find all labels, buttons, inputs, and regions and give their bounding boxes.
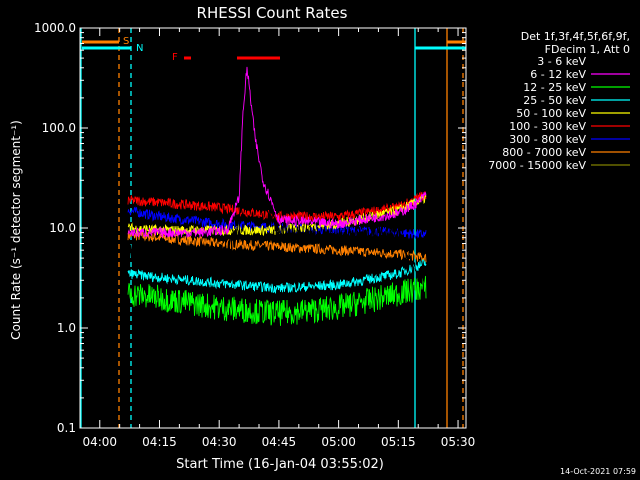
x-tick-label: 04:30: [202, 435, 237, 449]
legend-label: 50 - 100 keV: [516, 107, 586, 120]
legend-header-line: FDecim 1, Att 0: [545, 43, 630, 56]
legend-label: 25 - 50 keV: [523, 94, 586, 107]
series-line-100-300-kev: [127, 191, 427, 223]
x-tick-label: 04:45: [262, 435, 297, 449]
y-tick-label: 0.1: [57, 421, 76, 435]
y-axis-label: Count Rate (s⁻¹ detector segment⁻¹): [9, 120, 23, 340]
x-tick-label: 05:15: [381, 435, 416, 449]
y-tick-label: 10.0: [49, 221, 76, 235]
axes: 0.1 1.0 10.0 100.0 1000.0 04:00 04:15 04:30 04:4…: [34, 21, 475, 449]
plot-area: SN F: [80, 28, 466, 428]
legend-label: 100 - 300 keV: [509, 120, 586, 133]
x-tick-label: 04:00: [82, 435, 117, 449]
y-tick-label: 1.0: [57, 321, 76, 335]
legend-label: 3 - 6 keV: [537, 55, 586, 68]
legend-label: 12 - 25 keV: [523, 81, 586, 94]
y-tick-label: 1000.0: [34, 21, 76, 35]
legend-label: 7000 - 15000 keV: [488, 159, 586, 172]
legend-label: 800 - 7000 keV: [502, 146, 586, 159]
flag-label-s: S: [123, 36, 129, 47]
flag-label-f: F: [172, 52, 178, 63]
legend: Det 1f,3f,4f,5f,6f,9f,FDecim 1, Att 03 -…: [488, 30, 630, 172]
legend-label: 300 - 800 keV: [509, 133, 586, 146]
chart-title: RHESSI Count Rates: [197, 4, 348, 22]
legend-label: 6 - 12 keV: [530, 68, 586, 81]
x-tick-label: 05:30: [441, 435, 476, 449]
y-tick-label: 100.0: [42, 121, 76, 135]
series-line-25-50-kev: [127, 259, 427, 294]
series-line-12-25-kev: [127, 274, 427, 326]
series-line-6-12-kev: [127, 66, 427, 239]
x-axis-label: Start Time (16-Jan-04 03:55:02): [176, 457, 384, 472]
x-tick-label: 05:00: [321, 435, 356, 449]
flag-label-n: N: [136, 43, 143, 54]
timestamp-label: 14-Oct-2021 07:59: [560, 467, 636, 476]
series-line-3-6-kev: [127, 83, 427, 288]
legend-header-line: Det 1f,3f,4f,5f,6f,9f,: [521, 30, 630, 43]
x-tick-label: 04:15: [142, 435, 177, 449]
